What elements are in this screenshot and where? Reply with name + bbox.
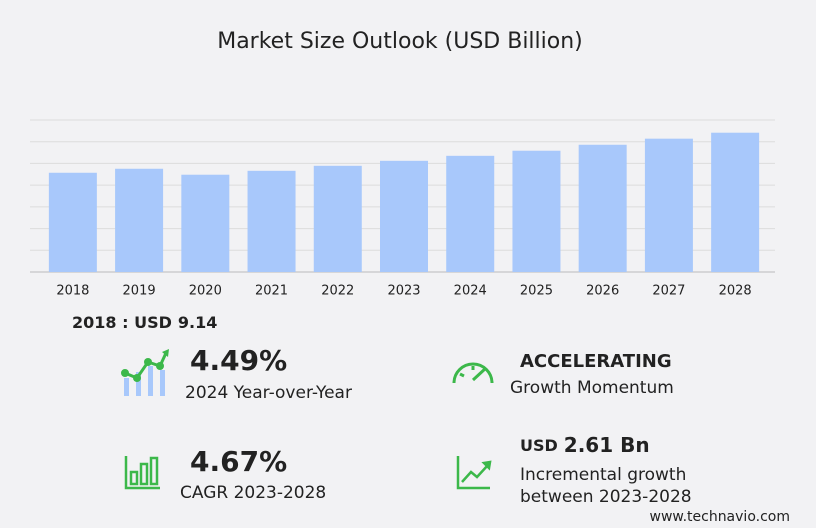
bar: [380, 160, 428, 272]
x-tick-label: 2018: [56, 284, 89, 299]
chart-title: Market Size Outlook (USD Billion): [217, 29, 583, 54]
plot: 2018 2019 2020 2021 2022 2023 2024 2025 2026 2027…: [30, 119, 775, 299]
bar: [446, 155, 495, 272]
stat-value: 4.49%: [190, 344, 287, 377]
stat-value: ACCELERATING: [520, 351, 672, 372]
x-tick-label: 2024: [454, 284, 487, 299]
x-tick-label: 2023: [387, 284, 420, 299]
bar: [711, 132, 760, 272]
icon-cagr: [124, 456, 160, 490]
stat-amount: 2.61 Bn: [564, 433, 650, 457]
bar: [512, 150, 561, 272]
bar: [48, 172, 97, 272]
bar: [578, 144, 627, 272]
footer: www.technavio.com: [650, 509, 791, 525]
selected-currency: USD: [134, 313, 172, 332]
bar: [313, 165, 362, 272]
x-tick-label: 2027: [652, 284, 685, 299]
selected-year: 2018: [72, 313, 117, 332]
stat-value: 4.67%: [190, 445, 287, 478]
x-tick-label: 2020: [189, 284, 222, 299]
bar: [181, 174, 230, 272]
icon-yoy: [121, 349, 169, 396]
stat-label: Growth Momentum: [510, 378, 674, 398]
bar: [115, 168, 164, 272]
x-tick-label: 2028: [719, 284, 752, 299]
x-tick-label: 2021: [255, 284, 288, 299]
stat-label: Incremental growth: [520, 465, 686, 485]
icon-momentum: [452, 362, 494, 384]
x-tick-label: 2022: [321, 284, 354, 299]
selected-amount: 9.14: [178, 313, 217, 332]
x-tick-label: 2026: [586, 284, 619, 299]
stat-value: USD 2.61 Bn: [520, 433, 650, 457]
x-tick-label: 2019: [123, 284, 156, 299]
stat-unit: USD: [520, 436, 558, 455]
x-tick-label: 2025: [520, 284, 553, 299]
stat-label: 2024 Year-over-Year: [185, 383, 352, 403]
bar: [247, 170, 296, 272]
icon-incremental: [456, 456, 492, 490]
bar: [644, 138, 693, 272]
stat-label: CAGR 2023-2028: [180, 483, 326, 503]
selected-value: 2018 : USD 9.14: [72, 313, 217, 332]
stat-label: between 2023-2028: [520, 487, 692, 507]
